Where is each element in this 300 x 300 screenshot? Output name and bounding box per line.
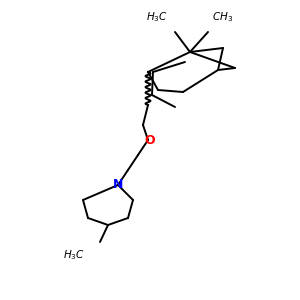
Text: $H_3C$: $H_3C$ — [146, 10, 168, 24]
Text: $CH_3$: $CH_3$ — [212, 10, 233, 24]
Text: N: N — [113, 178, 123, 191]
Text: $H_3C$: $H_3C$ — [63, 248, 85, 262]
Text: O: O — [145, 134, 155, 146]
